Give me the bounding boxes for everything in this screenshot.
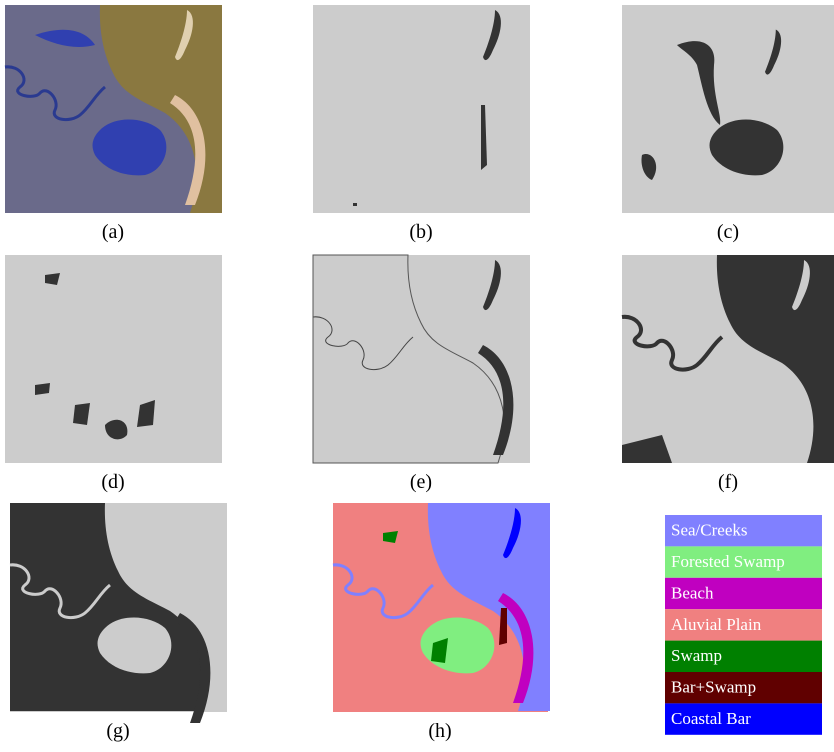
panel-image: [10, 503, 227, 723]
panel-image: [5, 255, 222, 463]
figure: Sea/Creeks Forested Swamp Beach Aluvial Pla…: [0, 0, 834, 752]
legend-label: Bar+Swamp: [671, 678, 756, 697]
panel-image: [5, 5, 222, 213]
caption: (c): [717, 221, 739, 243]
panel-image: [313, 255, 530, 463]
caption: (h): [428, 720, 451, 742]
panel-image: [333, 503, 550, 712]
caption: (g): [106, 720, 129, 742]
caption: (e): [410, 471, 432, 493]
panel-image: [622, 5, 834, 213]
panel-image: [622, 255, 834, 463]
panel-image: [313, 5, 530, 213]
legend-label: Forested Swamp: [671, 552, 785, 571]
caption: (f): [718, 471, 738, 493]
legend-label: Sea/Creeks: [671, 521, 747, 540]
legend: Sea/Creeks Forested Swamp Beach Aluvial Pla…: [665, 515, 822, 735]
page: {"panels": [{"caption": "(a)"}, {"captio…: [0, 0, 834, 752]
legend-label: Aluvial Plain: [671, 615, 762, 634]
caption: (d): [101, 471, 124, 493]
legend-label: Beach: [671, 583, 714, 602]
legend-label: Swamp: [671, 646, 722, 665]
caption: (a): [102, 221, 124, 243]
caption: (b): [409, 221, 432, 243]
legend-label: Coastal Bar: [671, 709, 751, 728]
